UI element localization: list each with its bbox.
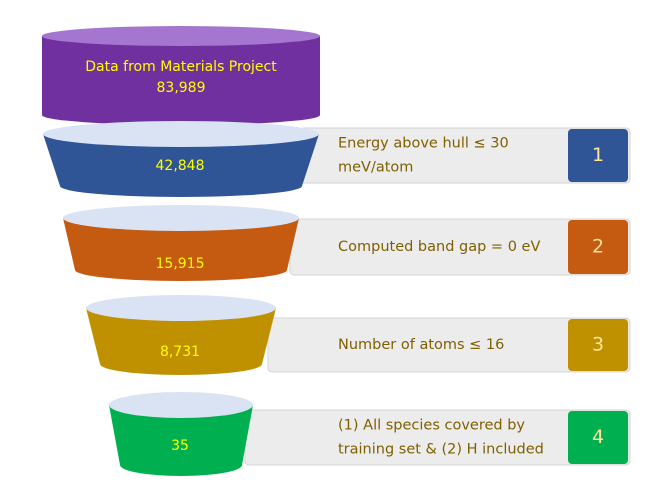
step-box: [568, 319, 628, 371]
source-count: 83,989: [157, 80, 206, 96]
filter-text: Number of atoms ≤ 16: [338, 337, 504, 353]
stage-count: 8,731: [160, 344, 200, 360]
funnel-top: [109, 392, 253, 418]
filter-box: [267, 317, 631, 373]
stage-count: 42,848: [156, 158, 205, 174]
source-label: Data from Materials Project: [85, 59, 277, 75]
filter-text: (1) All species covered by: [338, 418, 525, 434]
step-box: [568, 129, 628, 182]
funnel-top: [63, 205, 299, 231]
funnel-body: [86, 308, 276, 375]
filter-text: training set & (2) H included: [338, 442, 544, 458]
funnel-body: [43, 134, 319, 197]
funnel-top: [43, 121, 319, 147]
source-cylinder-top: [42, 26, 320, 46]
step-number: 1: [592, 144, 604, 166]
filter-text: Computed band gap = 0 eV: [338, 239, 540, 255]
funnel-top: [86, 295, 276, 321]
filter-text: Energy above hull ≤ 30: [338, 136, 509, 152]
stage-count: 15,915: [156, 256, 205, 272]
step-box: [568, 411, 628, 464]
step-number: 2: [592, 236, 604, 258]
stage-count: 35: [171, 438, 189, 454]
step-box: [568, 220, 628, 274]
step-number: 4: [592, 426, 604, 448]
source-cylinder: [42, 36, 320, 125]
step-number: 3: [592, 334, 604, 356]
funnel-body: [109, 405, 253, 476]
funnel-body: [63, 218, 299, 281]
filter-text: meV/atom: [338, 160, 413, 176]
